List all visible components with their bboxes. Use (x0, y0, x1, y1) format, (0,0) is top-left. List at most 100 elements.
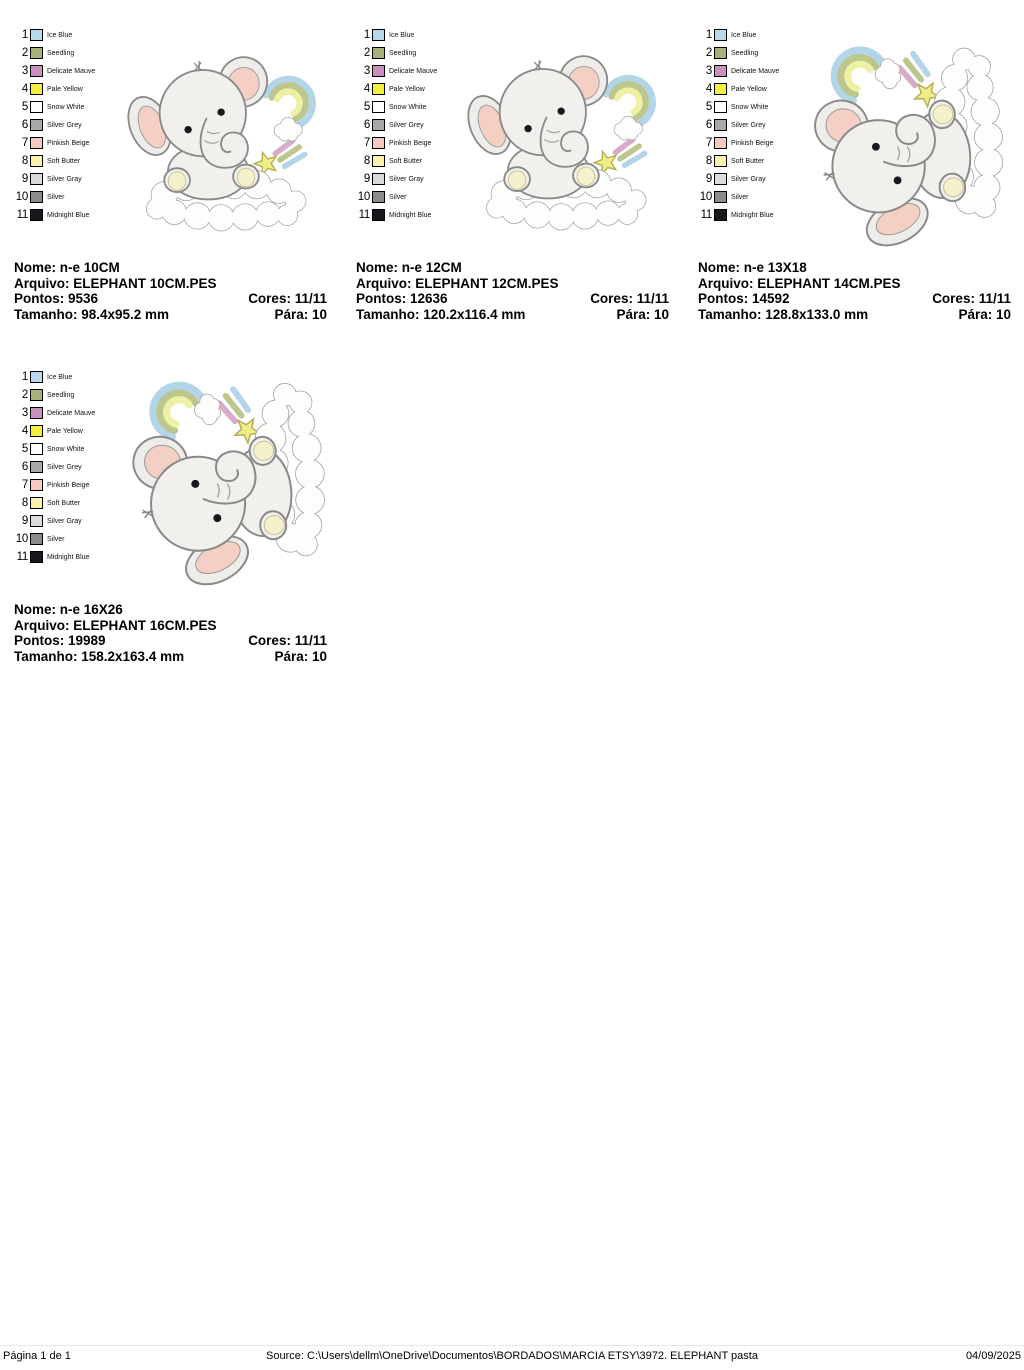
design-stops: Pára: 10 (958, 306, 1011, 322)
design-name: Nome: n-e 12CM (356, 260, 462, 275)
legend-color-name: Silver Grey (47, 121, 82, 129)
legend-color-swatch (372, 155, 385, 167)
legend-row: 4 Pale Yellow (14, 80, 95, 98)
legend-number: 2 (21, 47, 28, 59)
legend-row: 2 Seedling (698, 44, 779, 62)
legend-color-swatch (30, 551, 43, 563)
legend-color-name: Ice Blue (731, 31, 757, 39)
legend-number: 4 (363, 83, 370, 95)
legend-color-swatch (30, 389, 43, 401)
legend-number: 9 (363, 173, 370, 185)
legend-color-swatch (714, 191, 727, 203)
legend-color-name: Pale Yellow (47, 85, 83, 93)
design-block-1: 1 Ice Blue 2 Seedling 3 Delicate Mauve 4 Pale Y… (14, 20, 330, 340)
design-preview-upright (122, 40, 324, 245)
legend-number: 1 (21, 29, 28, 41)
legend-row: 4 Pale Yellow (356, 80, 437, 98)
legend-color-name: Silver (389, 193, 407, 201)
legend-color-swatch (30, 47, 43, 59)
legend-color-swatch (30, 371, 43, 383)
legend-color-name: Silver Gray (731, 175, 766, 183)
design-file: Arquivo: ELEPHANT 16CM.PES (14, 617, 217, 633)
design-preview-upright (462, 38, 664, 245)
design-file: Arquivo: ELEPHANT 10CM.PES (14, 275, 217, 291)
legend-row: 4 Pale Yellow (698, 80, 779, 98)
legend-color-swatch (714, 65, 727, 77)
legend-color-name: Pinkish Beige (47, 481, 90, 489)
date-label: 04/09/2025 (965, 1350, 1021, 1362)
design-stops: Pára: 10 (616, 306, 669, 322)
legend-number: 5 (21, 101, 28, 113)
legend-color-name: Seedling (389, 49, 417, 57)
design-block-3: 1 Ice Blue 2 Seedling 3 Delicate Mauve 4 Pale Y… (698, 20, 1014, 340)
legend-row: 11 Midnight Blue (14, 206, 95, 224)
legend-row: 3 Delicate Mauve (14, 404, 95, 422)
design-name: Nome: n-e 13X18 (698, 260, 807, 275)
legend-row: 5 Snow White (698, 98, 779, 116)
legend-color-name: Snow White (389, 103, 427, 111)
color-legend: 1 Ice Blue 2 Seedling 3 Delicate Mauve 4 Pale Y… (14, 26, 95, 224)
legend-number: 6 (21, 461, 28, 473)
legend-row: 6 Silver Grey (698, 116, 779, 134)
legend-color-name: Pale Yellow (47, 427, 83, 435)
legend-row: 7 Pinkish Beige (698, 134, 779, 152)
legend-row: 11 Midnight Blue (14, 548, 95, 566)
legend-row: 8 Soft Butter (14, 152, 95, 170)
legend-color-swatch (372, 29, 385, 41)
legend-color-name: Pinkish Beige (47, 139, 90, 147)
legend-number: 6 (363, 119, 370, 131)
legend-row: 8 Soft Butter (356, 152, 437, 170)
legend-color-swatch (30, 479, 43, 491)
legend-row: 1 Ice Blue (356, 26, 437, 44)
legend-number: 9 (705, 173, 712, 185)
legend-row: 11 Midnight Blue (698, 206, 779, 224)
legend-row: 10 Silver (14, 188, 95, 206)
legend-color-swatch (30, 497, 43, 509)
legend-number: 2 (705, 47, 712, 59)
legend-color-swatch (714, 119, 727, 131)
design-name: Nome: n-e 16X26 (14, 602, 123, 617)
legend-color-swatch (372, 209, 385, 221)
legend-number: 6 (705, 119, 712, 131)
legend-color-swatch (30, 407, 43, 419)
footer-separator (0, 1345, 1024, 1346)
legend-color-name: Pale Yellow (389, 85, 425, 93)
legend-color-swatch (30, 119, 43, 131)
legend-color-name: Silver (731, 193, 749, 201)
legend-color-swatch (30, 83, 43, 95)
legend-color-swatch (714, 209, 727, 221)
legend-color-name: Ice Blue (389, 31, 415, 39)
legend-color-swatch (30, 461, 43, 473)
legend-color-name: Snow White (47, 103, 85, 111)
legend-row: 9 Silver Gray (698, 170, 779, 188)
legend-color-name: Pinkish Beige (389, 139, 432, 147)
legend-color-name: Soft Butter (389, 157, 423, 165)
legend-color-name: Silver Gray (389, 175, 424, 183)
legend-number: 11 (16, 209, 29, 221)
legend-number: 8 (21, 155, 28, 167)
legend-row: 5 Snow White (14, 440, 95, 458)
legend-number: 2 (363, 47, 370, 59)
legend-color-swatch (714, 173, 727, 185)
legend-color-name: Soft Butter (47, 157, 81, 165)
design-size: Tamanho: 158.2x163.4 mm (14, 648, 185, 664)
design-color-count: Cores: 11/11 (248, 291, 327, 306)
legend-row: 3 Delicate Mauve (698, 62, 779, 80)
legend-color-swatch (30, 515, 43, 527)
legend-color-name: Seedling (47, 49, 75, 57)
legend-number: 7 (705, 137, 712, 149)
legend-row: 5 Snow White (14, 98, 95, 116)
legend-number: 8 (363, 155, 370, 167)
legend-color-swatch (30, 101, 43, 113)
legend-color-swatch (30, 65, 43, 77)
legend-color-name: Delicate Mauve (389, 67, 438, 75)
legend-number: 10 (357, 191, 371, 203)
design-file: Arquivo: ELEPHANT 14CM.PES (698, 275, 901, 291)
legend-color-swatch (30, 191, 43, 203)
legend-color-name: Silver (47, 193, 65, 201)
legend-number: 11 (358, 209, 371, 221)
legend-color-name: Silver Gray (47, 517, 82, 525)
design-size: Tamanho: 98.4x95.2 mm (14, 306, 170, 322)
legend-number: 11 (16, 551, 29, 563)
legend-color-swatch (714, 83, 727, 95)
